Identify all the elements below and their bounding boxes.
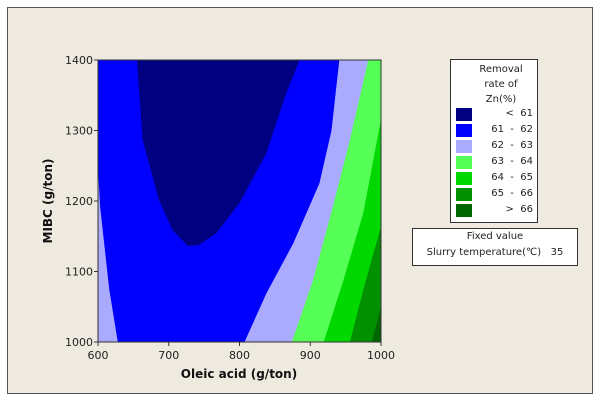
legend-entry: 65 - 66 xyxy=(451,187,537,203)
legend-label: 62 - 63 xyxy=(491,140,533,151)
legend-label: 65 - 66 xyxy=(491,188,533,199)
fixed-value-label: Slurry temperature(℃) xyxy=(426,247,542,258)
x-tick-label: 800 xyxy=(229,349,250,362)
legend-label: < 61 xyxy=(505,108,533,119)
legend-entry: 62 - 63 xyxy=(451,139,537,155)
legend-entry: 63 - 64 xyxy=(451,155,537,171)
fixed-value-row: Slurry temperature(℃) 35 xyxy=(413,245,577,261)
fixed-value-title: Fixed value xyxy=(466,231,524,242)
legend-title-line: rate of xyxy=(484,79,518,90)
x-tick-label: 1000 xyxy=(367,349,395,362)
legend-label: 61 - 62 xyxy=(491,124,533,135)
y-tick-label: 1300 xyxy=(65,125,93,138)
x-axis-label: Oleic acid (g/ton) xyxy=(181,367,297,381)
legend-entry: < 61 xyxy=(451,107,537,123)
y-tick-label: 1000 xyxy=(65,336,93,349)
legend-swatch xyxy=(456,204,472,217)
contour-region-0 xyxy=(136,60,300,247)
legend-swatch xyxy=(456,156,472,169)
legend: Removal rate of Zn(%) < 61 61 - 62 62 - 63… xyxy=(450,59,538,223)
legend-entry: 64 - 65 xyxy=(451,171,537,187)
contour-region-1 xyxy=(98,166,118,342)
fixed-value-box: Fixed value Slurry temperature(℃) 35 xyxy=(412,228,578,266)
x-tick-label: 600 xyxy=(88,349,109,362)
x-tick-label: 900 xyxy=(300,349,321,362)
contour-region-6 xyxy=(371,306,381,342)
legend-title-line: Removal xyxy=(479,64,523,75)
y-tick-label: 1100 xyxy=(65,266,93,279)
legend-title: Removal rate of Zn(%) xyxy=(465,60,537,107)
fixed-value-value: 35 xyxy=(550,247,564,258)
y-tick-label: 1200 xyxy=(65,195,93,208)
legend-entry: 61 - 62 xyxy=(451,123,537,139)
y-axis-label: MIBC (g/ton) xyxy=(41,158,55,243)
y-tick-label: 1400 xyxy=(65,54,93,67)
legend-swatch xyxy=(456,124,472,137)
legend-title-line: Zn(%) xyxy=(485,94,517,105)
legend-swatch xyxy=(456,140,472,153)
legend-swatch xyxy=(456,172,472,185)
legend-label: 64 - 65 xyxy=(491,172,533,183)
legend-swatch xyxy=(456,188,472,201)
legend-label: 63 - 64 xyxy=(491,156,533,167)
x-tick-label: 700 xyxy=(158,349,179,362)
legend-label: > 66 xyxy=(505,204,533,215)
contour-region-5 xyxy=(349,226,381,342)
legend-entry: > 66 xyxy=(451,203,537,219)
legend-swatch xyxy=(456,108,472,121)
